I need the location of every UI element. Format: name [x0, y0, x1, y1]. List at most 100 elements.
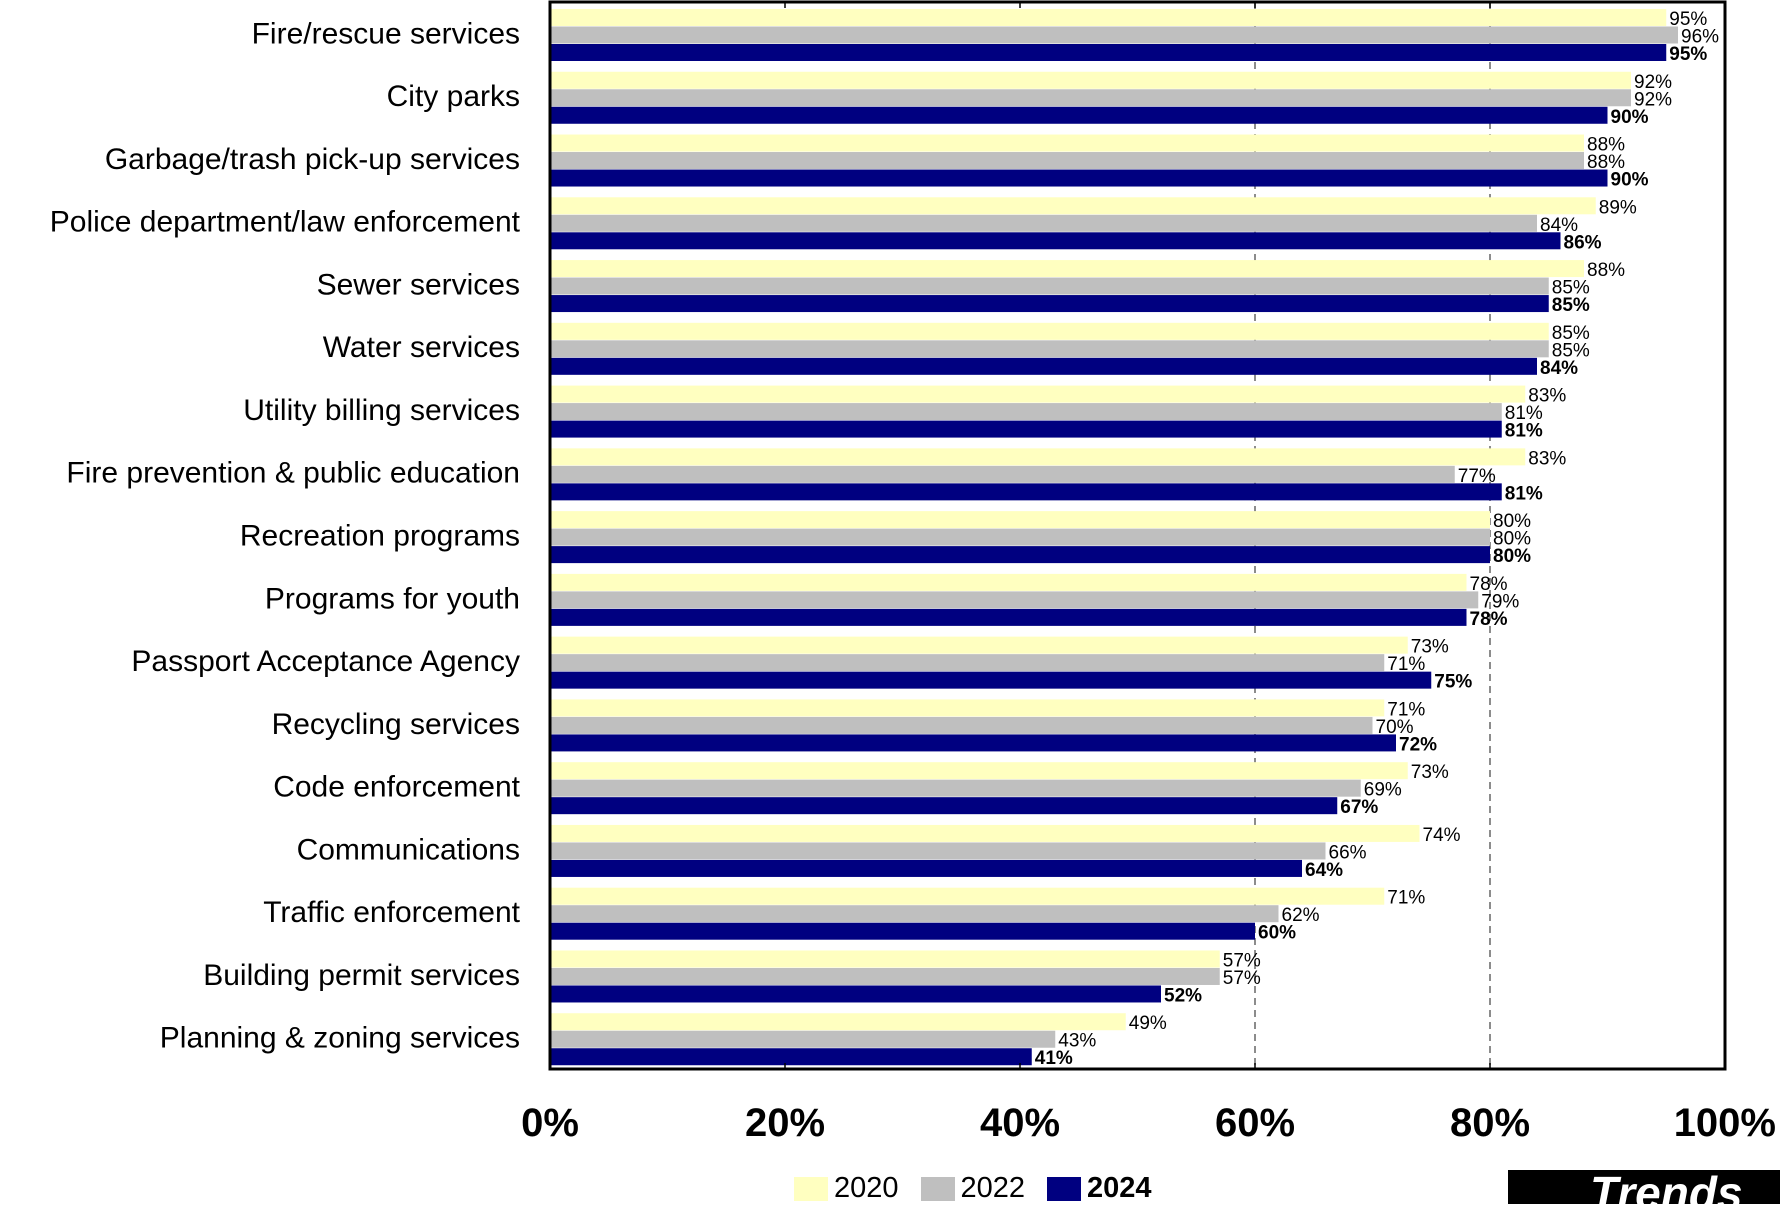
value-label-2022: 88%	[1587, 152, 1625, 173]
x-tick-label: 100%	[1674, 1101, 1776, 1145]
value-label-2022: 43%	[1058, 1031, 1096, 1052]
value-label-2022: 71%	[1387, 654, 1425, 675]
bar-2024	[550, 797, 1338, 815]
x-tick-label: 0%	[521, 1101, 579, 1145]
bar-2020	[550, 71, 1631, 89]
value-label-2024: 86%	[1564, 232, 1602, 253]
value-label-2024: 60%	[1258, 923, 1296, 944]
bar-2024	[550, 734, 1396, 752]
bar-2024	[550, 608, 1467, 626]
category-label: Communications	[297, 833, 520, 866]
bar-2024	[550, 169, 1608, 187]
category-label: Recreation programs	[240, 520, 520, 553]
bar-2022	[550, 152, 1584, 170]
value-label-2020: 71%	[1387, 699, 1425, 720]
category-label: Utility billing services	[243, 394, 520, 427]
value-label-2020: 80%	[1493, 511, 1531, 532]
value-label-2024: 72%	[1399, 734, 1437, 755]
bar-2024	[550, 44, 1667, 61]
category-label: Traffic enforcement	[263, 896, 520, 929]
value-label-2020: 71%	[1387, 888, 1425, 909]
category-label: Planning & zoning services	[160, 1022, 520, 1055]
value-label-2022: 84%	[1540, 215, 1578, 236]
category-label: Passport Acceptance Agency	[131, 645, 520, 678]
value-label-2022: 96%	[1681, 27, 1719, 48]
bar-2024	[550, 106, 1608, 124]
bar-2020	[550, 9, 1667, 26]
value-label-2020: 88%	[1587, 135, 1625, 156]
value-label-2022: 77%	[1458, 466, 1496, 487]
value-label-2024: 85%	[1552, 295, 1590, 316]
value-label-2020: 95%	[1669, 9, 1707, 30]
bar-2022	[550, 89, 1631, 107]
bar-2020	[550, 197, 1596, 215]
x-tick-label: 60%	[1215, 1101, 1295, 1145]
bar-2020	[550, 762, 1408, 780]
bar-2024	[550, 420, 1502, 438]
bar-2024	[550, 483, 1502, 501]
bar-2022	[550, 842, 1326, 860]
value-label-2024: 81%	[1505, 421, 1543, 442]
category-label: City parks	[387, 80, 520, 113]
legend-item-2024: 2024	[1047, 1172, 1152, 1205]
value-label-2020: 73%	[1411, 637, 1449, 658]
bar-2020	[550, 448, 1526, 466]
legend-label-2024: 2024	[1087, 1172, 1152, 1204]
bar-2024	[550, 1048, 1032, 1066]
value-label-2024: 95%	[1669, 44, 1707, 65]
legend-label-2020: 2020	[834, 1172, 899, 1204]
bar-2024	[550, 671, 1432, 689]
category-label: Fire prevention & public education	[66, 457, 520, 490]
category-label: Water services	[323, 331, 520, 364]
bar-2022	[550, 1030, 1056, 1048]
category-label: Building permit services	[203, 959, 520, 992]
bar-2020	[550, 636, 1408, 654]
value-label-2020: 83%	[1528, 386, 1566, 407]
value-label-2020: 83%	[1528, 448, 1566, 469]
bar-2022	[550, 340, 1549, 358]
bar-2020	[550, 385, 1526, 403]
legend-label-2022: 2022	[960, 1172, 1026, 1204]
legend-swatch-2020	[794, 1176, 828, 1201]
value-label-2020: 92%	[1634, 72, 1672, 93]
bar-2022	[550, 591, 1479, 609]
bar-2022	[550, 654, 1385, 672]
legend-swatch-2024	[1047, 1176, 1082, 1201]
value-label-2022: 70%	[1376, 717, 1414, 738]
value-labels: 95%96%95%92%92%90%88%88%90%89%84%86%88%8…	[1035, 9, 1719, 1069]
legend-swatch-2022	[920, 1176, 955, 1201]
value-label-2022: 69%	[1364, 780, 1402, 801]
category-label: Sewer services	[317, 268, 520, 301]
bar-2022	[550, 779, 1361, 797]
bars-group	[550, 9, 1678, 1066]
value-label-2020: 78%	[1470, 574, 1508, 595]
bar-2022	[550, 403, 1502, 421]
bar-2020	[550, 887, 1385, 905]
category-label: Code enforcement	[273, 771, 520, 804]
bar-2022	[550, 214, 1537, 232]
x-tick-label: 20%	[745, 1101, 825, 1145]
trends-badge-text: Trends	[1590, 1170, 1743, 1204]
value-label-2024: 52%	[1164, 985, 1202, 1006]
value-label-2024: 90%	[1611, 170, 1649, 191]
bar-2022	[550, 967, 1220, 985]
bar-2020	[550, 260, 1584, 278]
category-label: Recycling services	[272, 708, 520, 741]
value-label-2024: 84%	[1540, 358, 1578, 379]
legend: 2020 2022 2024	[794, 1172, 1152, 1205]
bar-2020	[550, 322, 1549, 340]
value-label-2020: 88%	[1587, 260, 1625, 281]
value-label-2022: 85%	[1552, 340, 1590, 361]
bar-2022	[550, 26, 1678, 44]
bar-2022	[550, 905, 1279, 923]
value-label-2022: 62%	[1282, 905, 1320, 926]
value-label-2024: 64%	[1305, 860, 1343, 881]
value-label-2024: 67%	[1340, 797, 1378, 818]
value-label-2022: 66%	[1329, 842, 1367, 863]
value-label-2020: 57%	[1223, 950, 1261, 971]
bar-2024	[550, 985, 1161, 1003]
bar-2022	[550, 277, 1549, 295]
legend-item-2020: 2020	[794, 1172, 899, 1205]
value-label-2022: 85%	[1552, 278, 1590, 299]
